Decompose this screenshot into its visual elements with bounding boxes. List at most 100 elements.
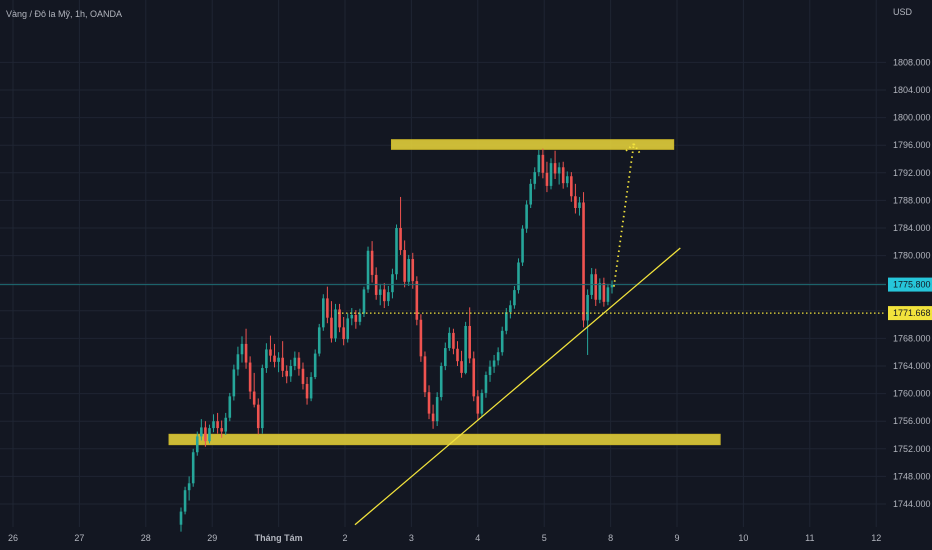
grid xyxy=(0,0,886,527)
candle-body xyxy=(322,298,325,328)
candle-body xyxy=(338,309,341,328)
candle-body xyxy=(252,391,256,405)
candle-body xyxy=(602,283,606,302)
price-axis[interactable]: 1744.000 1748.000 1752.000 1756.000 1760.000… xyxy=(888,57,932,509)
zones xyxy=(168,139,721,446)
candle-body xyxy=(545,172,549,186)
y-tick-label: 1800.000 xyxy=(893,113,931,123)
candle-body xyxy=(326,298,329,318)
support-price-label: 1771.668 xyxy=(893,308,931,318)
time-axis[interactable]: 26 27 28 29 Tháng Tám 2 3 4 5 8 9 10 11 12 xyxy=(8,533,881,543)
candle-body xyxy=(492,360,496,367)
candle-body xyxy=(439,366,443,398)
candle-body xyxy=(391,274,394,293)
candle-body xyxy=(293,357,297,366)
candle-body xyxy=(301,368,305,384)
candle-body xyxy=(313,353,317,378)
candle-body xyxy=(200,427,203,437)
candle-body xyxy=(582,202,585,321)
candle-body xyxy=(330,317,333,339)
candle-body xyxy=(240,343,244,355)
y-tick-label: 1792.000 xyxy=(893,168,931,178)
candle-body xyxy=(216,421,219,429)
candle-body xyxy=(362,289,366,314)
annotations xyxy=(0,143,886,526)
candle-body xyxy=(228,396,232,418)
support-price-tag xyxy=(888,306,932,321)
candle-body xyxy=(472,358,476,397)
x-tick-label: 5 xyxy=(542,533,547,543)
y-tick-label: 1788.000 xyxy=(893,195,931,205)
candle-body xyxy=(423,356,427,393)
candle-body xyxy=(448,332,451,349)
candle-body xyxy=(513,290,516,306)
candle-body xyxy=(509,305,512,313)
candle-body xyxy=(598,283,602,300)
x-tick-label: 2 xyxy=(342,533,347,543)
candle-body xyxy=(350,314,354,319)
candle-body xyxy=(460,361,463,373)
y-tick-label: 1744.000 xyxy=(893,499,931,509)
trendline xyxy=(354,247,681,526)
candle-body xyxy=(212,421,215,429)
candle-body xyxy=(504,312,508,331)
candle-body xyxy=(334,309,337,339)
candle-body xyxy=(220,428,223,432)
candle-body xyxy=(594,274,598,300)
candle-body xyxy=(244,343,248,363)
x-tick-label: 12 xyxy=(871,533,881,543)
candle-body xyxy=(496,352,500,361)
candle-body xyxy=(342,327,345,340)
projection-arrow-left xyxy=(624,143,635,153)
candle-body xyxy=(529,183,532,205)
y-tick-label: 1808.000 xyxy=(893,57,931,67)
y-tick-label: 1784.000 xyxy=(893,223,931,233)
candle-body xyxy=(533,172,537,184)
candle-body xyxy=(403,250,406,282)
candle-body xyxy=(606,287,610,302)
candle-body xyxy=(179,511,183,525)
candle-body xyxy=(561,167,565,184)
candle-body xyxy=(358,313,362,322)
candle-body xyxy=(435,397,439,422)
x-tick-label: 26 xyxy=(8,533,18,543)
x-tick-label: 10 xyxy=(738,533,748,543)
candle-body xyxy=(366,250,370,290)
candle-body xyxy=(204,427,207,442)
y-tick-label: 1752.000 xyxy=(893,444,931,454)
candle-body xyxy=(378,289,382,295)
x-tick-label: 27 xyxy=(74,533,84,543)
y-tick-label: 1760.000 xyxy=(893,389,931,399)
candle-body xyxy=(277,357,280,362)
candle-body xyxy=(427,392,431,414)
candle-body xyxy=(480,392,484,414)
candle-body xyxy=(570,176,573,197)
candle-body xyxy=(191,452,195,484)
candle-body xyxy=(236,354,240,370)
y-tick-label: 1748.000 xyxy=(893,471,931,481)
candle-body xyxy=(488,366,492,375)
candle-body xyxy=(537,154,541,173)
candle-body xyxy=(297,357,301,369)
candle-body xyxy=(248,362,252,392)
candle-body xyxy=(387,292,390,302)
candle-body xyxy=(317,327,321,354)
candle-body xyxy=(256,404,260,429)
candle-body xyxy=(273,355,276,362)
candle-body xyxy=(456,348,459,362)
y-tick-label: 1804.000 xyxy=(893,85,931,95)
candle-body xyxy=(574,196,577,208)
candle-body xyxy=(305,383,309,399)
candle-body xyxy=(370,250,374,275)
candle-body xyxy=(309,377,313,399)
candle-body xyxy=(285,370,289,377)
candle-body xyxy=(484,374,488,393)
candle-body xyxy=(521,228,524,263)
resistance-zone xyxy=(390,139,675,150)
candle-body xyxy=(383,289,386,302)
y-tick-label: 1780.000 xyxy=(893,251,931,261)
y-tick-label: 1796.000 xyxy=(893,140,931,150)
candle-body xyxy=(261,368,264,429)
